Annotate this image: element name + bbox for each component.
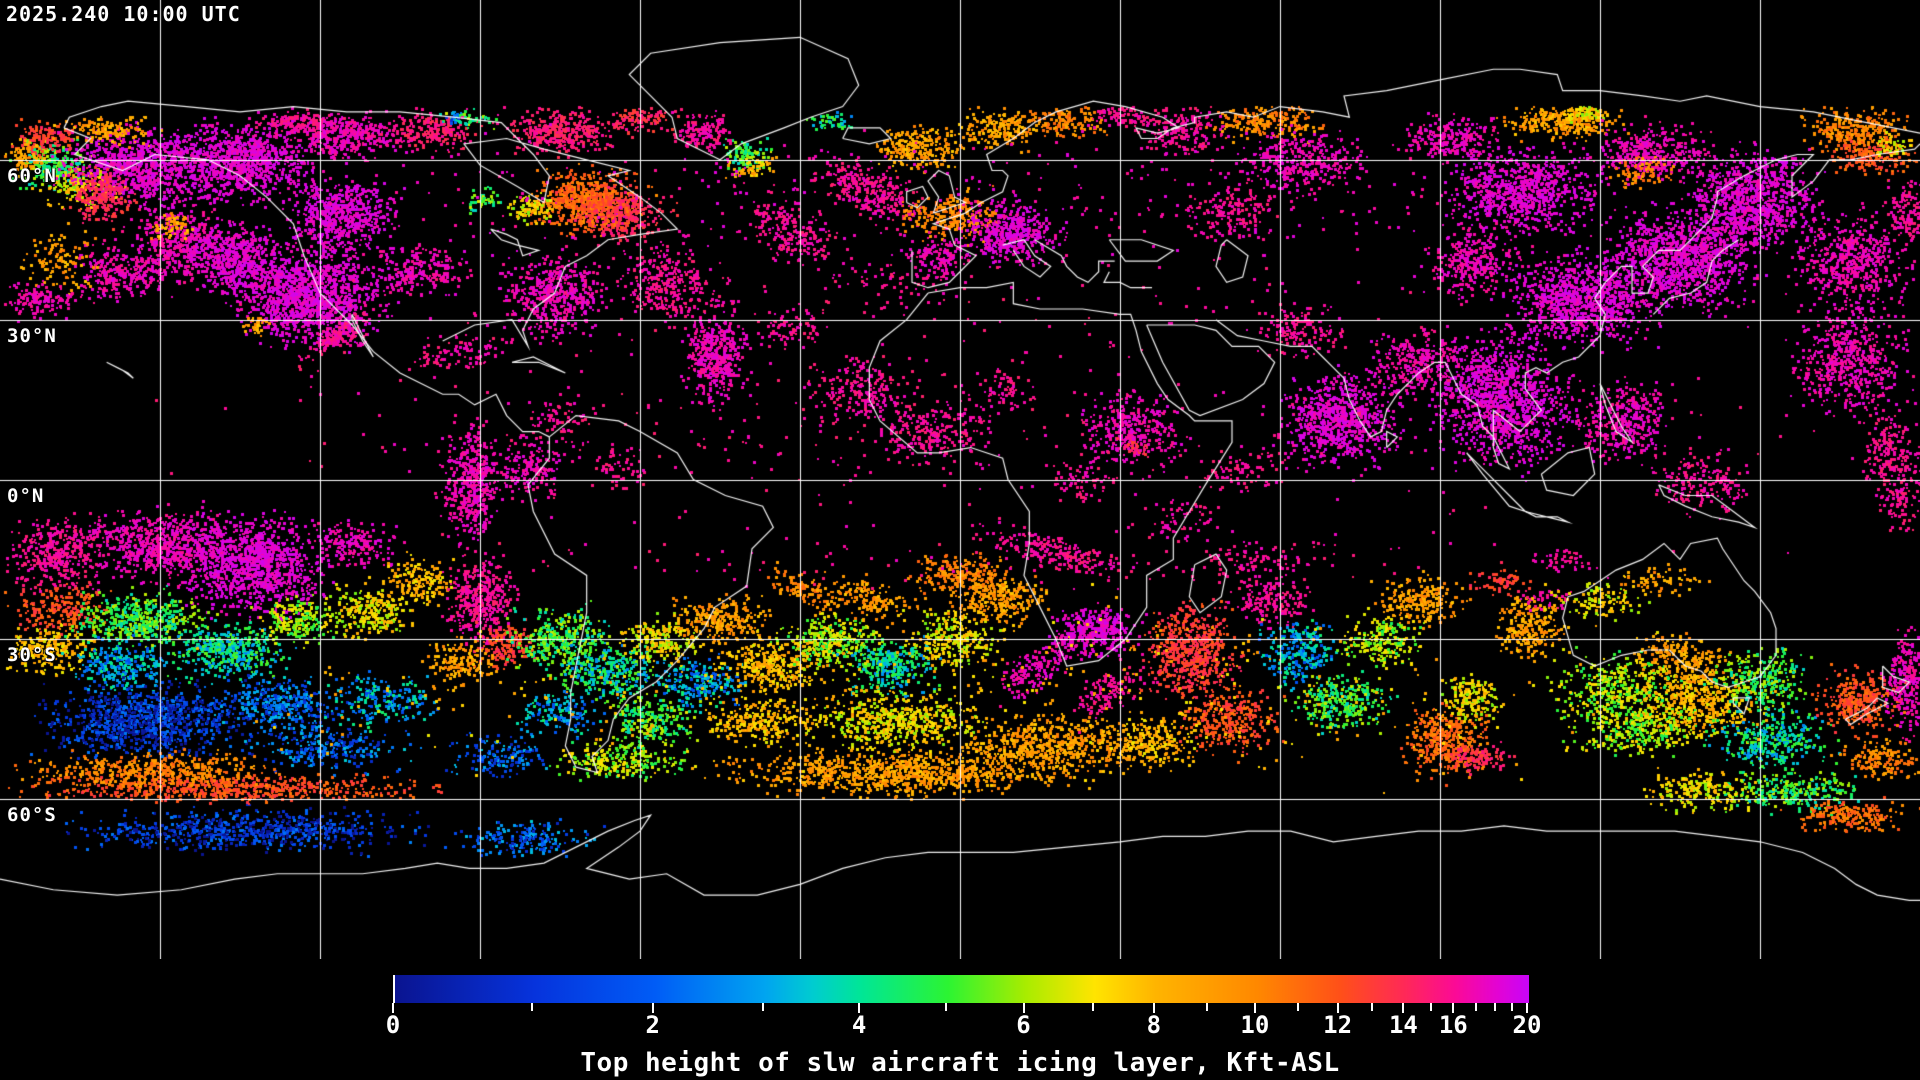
colorbar-tick-2 — [651, 1003, 654, 1013]
colorbar-tick-6 — [1022, 1003, 1025, 1013]
colorbar-label-12: 12 — [1323, 1011, 1353, 1039]
colorbar-tick-20 — [1526, 1003, 1528, 1013]
lat-label-60n: 60°N — [7, 165, 57, 187]
colorbar-tick-14 — [1402, 1003, 1405, 1013]
colorbar-tick-16 — [1452, 1003, 1455, 1013]
lat-label-60s: 60°S — [7, 804, 57, 826]
lat-label-0n: 0°N — [7, 485, 45, 507]
colorbar-tick-3 — [761, 1003, 764, 1011]
colorbar-tick-15 — [1429, 1003, 1432, 1011]
colorbar-tick-9 — [1206, 1003, 1209, 1011]
colorbar-label-14: 14 — [1388, 1011, 1418, 1039]
colorbar-label-6: 6 — [1016, 1011, 1031, 1039]
colorbar-tick-4 — [858, 1003, 861, 1013]
colorbar-tick-7 — [1091, 1003, 1094, 1011]
lat-label-30s: 30°S — [7, 644, 57, 666]
colorbar-tick-17 — [1474, 1003, 1477, 1011]
colorbar-tick-19 — [1511, 1003, 1514, 1011]
colorbar-tick-8 — [1152, 1003, 1155, 1013]
colorbar-caption: Top height of slw aircraft icing layer, … — [580, 1048, 1340, 1078]
colorbar-tick-1 — [531, 1003, 534, 1011]
colorbar-tick-12 — [1336, 1003, 1339, 1013]
colorbar-label-2: 2 — [645, 1011, 660, 1039]
colorbar-label-20: 20 — [1512, 1011, 1542, 1039]
timestamp-label: 2025.240 10:00 UTC — [6, 2, 241, 26]
colorbar-tick-10 — [1253, 1003, 1256, 1013]
colorbar-label-10: 10 — [1240, 1011, 1270, 1039]
world-map-canvas — [0, 0, 1920, 959]
colorbar-label-4: 4 — [851, 1011, 867, 1039]
colorbar-tick-5 — [945, 1003, 948, 1011]
colorbar-label-16: 16 — [1438, 1011, 1468, 1039]
colorbar-label-8: 8 — [1146, 1011, 1162, 1039]
colorbar-tick-13 — [1370, 1003, 1373, 1011]
colorbar-tick-18 — [1494, 1003, 1497, 1011]
colorbar-area: 0 2 4 6 8 10 12 14 16 20 Top height of slw aircra… — [0, 959, 1920, 1080]
colorbar-tick-0 — [392, 1003, 394, 1013]
colorbar-gradient — [393, 975, 1529, 1003]
colorbar-label-0: 0 — [385, 1011, 401, 1039]
colorbar-tick-11 — [1296, 1003, 1299, 1011]
lat-label-30n: 30°N — [7, 325, 57, 347]
